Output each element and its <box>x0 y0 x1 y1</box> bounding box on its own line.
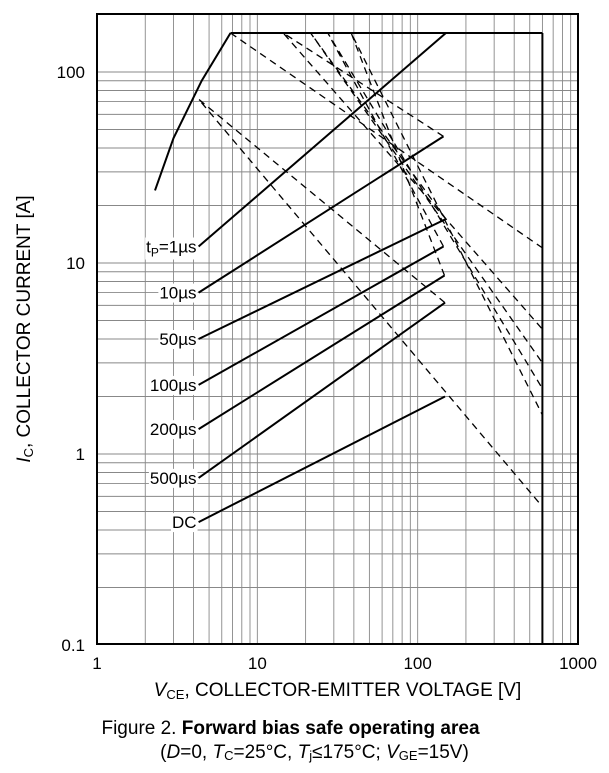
cond-d-value: =0, <box>180 742 213 763</box>
y-axis-text: , COLLECTOR CURRENT [A] <box>14 195 35 448</box>
series-line-3 <box>198 245 444 386</box>
series-label-bg <box>171 513 198 533</box>
x-axis-sub: CE <box>166 687 184 702</box>
y-tick-label: 1 <box>76 445 85 464</box>
boundary-lines <box>154 32 544 645</box>
cond-tj-sub: j <box>309 748 313 763</box>
series-label: 100µs <box>150 376 197 395</box>
series-label-bg <box>158 330 198 350</box>
series-line-6 <box>198 395 446 523</box>
x-axis-symbol: V <box>154 680 169 701</box>
cond-tj-symbol: T <box>297 742 310 763</box>
on-resistance-limit <box>154 32 232 191</box>
series-line-0 <box>197 32 447 248</box>
series-label-bg <box>145 237 198 260</box>
caption-prefix: Figure 2. <box>101 718 182 739</box>
cond-d-symbol: D <box>166 742 181 763</box>
cond-tc-sub: C <box>224 748 234 763</box>
plot-frame <box>96 13 579 645</box>
y-tick-labels: 0.1 1 10 100 <box>57 63 85 655</box>
series-tail-3 <box>327 32 543 389</box>
series-tail-4 <box>350 32 543 416</box>
series-label: 500µs <box>150 469 197 488</box>
cond-tj-value: ≤175°C; <box>312 742 387 763</box>
cond-open: ( <box>160 742 167 763</box>
series-label: 50µs <box>159 330 196 349</box>
series-label-bg <box>148 468 198 488</box>
grid-lines <box>97 14 578 644</box>
caption-title: Forward bias safe operating area <box>181 718 480 739</box>
series-label-bg <box>158 283 198 303</box>
series-labels: tP=1µs 10µs 50µs 100µs 200µs 500µs DC <box>145 237 198 533</box>
series-dashed-tails <box>198 32 543 508</box>
cond-tc-symbol: T <box>212 742 225 763</box>
series-label: DC <box>172 513 197 532</box>
cond-tc-value: =25°C, <box>233 742 298 763</box>
x-tick-labels: 1 10 100 1000 <box>92 654 597 673</box>
cond-vge-symbol: V <box>386 742 399 763</box>
y-axis-label: IC, COLLECTOR CURRENT [A] <box>14 195 36 462</box>
x-tick-label: 1 <box>92 654 101 673</box>
cond-vge-sub: GE <box>398 748 418 763</box>
x-axis-label: VCE, COLLECTOR-EMITTER VOLTAGE [V] <box>154 680 522 702</box>
series-line-5 <box>198 301 446 479</box>
x-tick-label: 10 <box>248 654 267 673</box>
series-label: tP=1µs <box>146 238 196 260</box>
y-tick-label: 100 <box>57 63 85 82</box>
figure-conditions: (D=0, TC=25°C, Tj≤175°C; VGE=15V) <box>10 742 609 767</box>
series-label: 200µs <box>150 420 197 439</box>
series-tail-5 <box>198 98 543 508</box>
y-tick-label: 0.1 <box>61 636 85 655</box>
figure-caption: Figure 2. Forward bias safe operating ar… <box>0 718 595 740</box>
series-lines <box>197 32 447 523</box>
x-tick-label: 1000 <box>559 654 597 673</box>
y-axis-sub: C <box>21 448 36 457</box>
series-line-2 <box>198 218 447 340</box>
series-label-bg <box>148 420 198 440</box>
y-tick-label: 10 <box>66 254 85 273</box>
y-axis-symbol: I <box>14 457 35 463</box>
series-tail-2 <box>310 32 543 364</box>
series-line-1 <box>198 135 445 294</box>
x-axis-text: , COLLECTOR-EMITTER VOLTAGE [V] <box>184 680 521 701</box>
x-tick-label: 100 <box>403 654 431 673</box>
series-tail-1 <box>282 32 543 330</box>
series-label: 10µs <box>159 284 196 303</box>
series-tail-0 <box>230 32 543 249</box>
series-line-4 <box>198 274 446 430</box>
soa-chart: 1 10 100 1000 0.1 1 10 100 tP=1µs 10µs 50µs 100µs… <box>14 13 597 702</box>
series-label-bg <box>148 375 198 395</box>
cond-vge-value: =15V) <box>417 742 469 763</box>
